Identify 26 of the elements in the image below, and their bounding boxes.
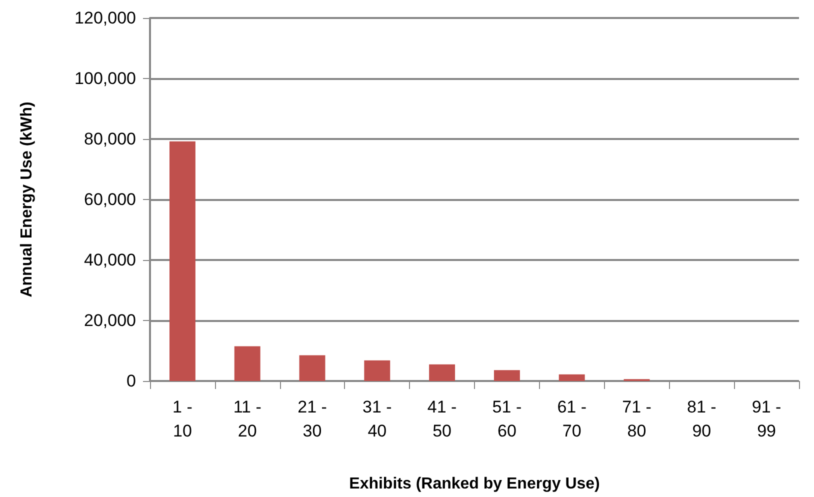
y-tick-label: 80,000 [84, 130, 136, 148]
x-tick-label: 41 - 50 [427, 398, 457, 440]
y-tick-label: 0 [126, 372, 136, 390]
x-tick-label: 1 - 10 [172, 398, 192, 440]
bar [364, 360, 390, 381]
x-tick-label: 21 - 30 [298, 398, 327, 440]
y-axis-title: Annual Energy Use (kWh) [18, 102, 36, 298]
y-tick-label: 40,000 [84, 250, 136, 270]
x-tick-label: 61 - 70 [557, 398, 586, 440]
x-tick-label: 11 - 20 [233, 398, 262, 440]
x-tick-label: 31 - 40 [362, 398, 392, 440]
bar [299, 355, 326, 381]
bar [494, 370, 520, 381]
bar [558, 374, 585, 381]
bar [169, 141, 196, 381]
bar [234, 346, 260, 381]
bar [429, 364, 456, 381]
y-tick-label: 20,000 [84, 311, 136, 330]
y-tick-label: 60,000 [84, 190, 136, 209]
x-tick-label: 71 - 80 [622, 398, 652, 440]
x-axis-title: Exhibits (Ranked by Energy Use) [349, 476, 600, 492]
y-tick-label: 120,000 [74, 8, 136, 28]
x-tick-label: 91 - 99 [752, 398, 782, 440]
y-tick-label: 100,000 [74, 69, 136, 88]
x-tick-label: 81 - 90 [687, 398, 716, 440]
x-tick-label: 51 - 60 [492, 398, 522, 440]
